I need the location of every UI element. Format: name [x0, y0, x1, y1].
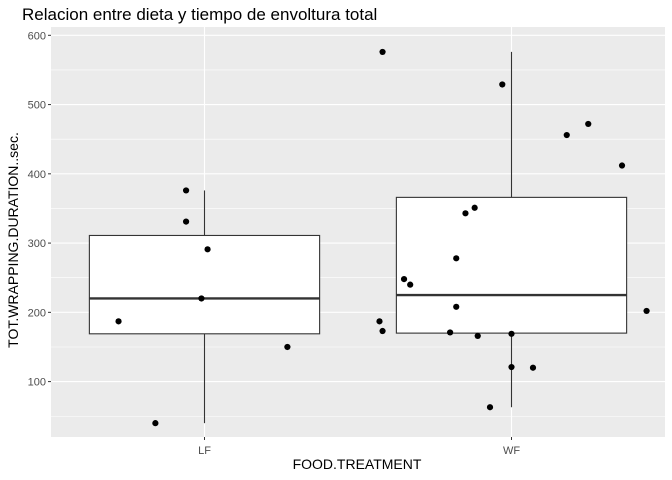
data-point — [198, 295, 205, 302]
data-point — [529, 364, 537, 371]
x-tick-label: WF — [503, 445, 520, 457]
data-point — [284, 343, 291, 351]
data-point — [376, 318, 383, 325]
data-points — [115, 48, 650, 427]
y-tick-label: 100 — [28, 377, 46, 389]
data-point — [486, 404, 494, 411]
x-axis-title: FOOD.TREATMENT — [293, 456, 422, 472]
y-axis: 100 200 300 400 500 600 — [28, 30, 51, 389]
data-point — [407, 281, 414, 288]
y-tick-label: 600 — [28, 30, 46, 42]
data-point — [563, 131, 570, 139]
data-point — [447, 329, 454, 336]
data-point — [115, 318, 122, 325]
data-point — [471, 204, 478, 211]
y-tick-label: 300 — [28, 238, 46, 250]
data-point — [379, 327, 386, 335]
data-point — [400, 275, 408, 283]
data-point — [379, 48, 386, 56]
data-point — [462, 210, 469, 217]
data-point — [499, 81, 506, 88]
data-point — [508, 363, 515, 371]
x-tick-label: LF — [198, 445, 211, 457]
box-iqr — [395, 196, 628, 334]
data-point — [585, 120, 592, 128]
data-point — [508, 330, 515, 337]
data-point — [453, 303, 460, 310]
y-tick-label: 400 — [28, 169, 46, 181]
data-point — [182, 218, 190, 225]
y-tick-label: 200 — [28, 307, 46, 319]
y-axis-title: TOT.WRAPPING.DURATION..sec. — [5, 132, 21, 348]
box-LF — [88, 190, 321, 424]
data-point — [474, 332, 481, 339]
data-point — [182, 187, 190, 194]
x-axis: LF WF — [198, 437, 520, 457]
box-iqr — [88, 234, 321, 335]
boxes — [88, 51, 628, 424]
y-tick-label: 500 — [28, 100, 46, 112]
chart-title: Relacion entre dieta y tiempo de envoltu… — [22, 5, 377, 24]
data-point — [618, 162, 626, 169]
data-point — [152, 420, 159, 427]
data-point — [643, 307, 650, 315]
data-point — [453, 255, 460, 262]
data-point — [204, 246, 211, 253]
